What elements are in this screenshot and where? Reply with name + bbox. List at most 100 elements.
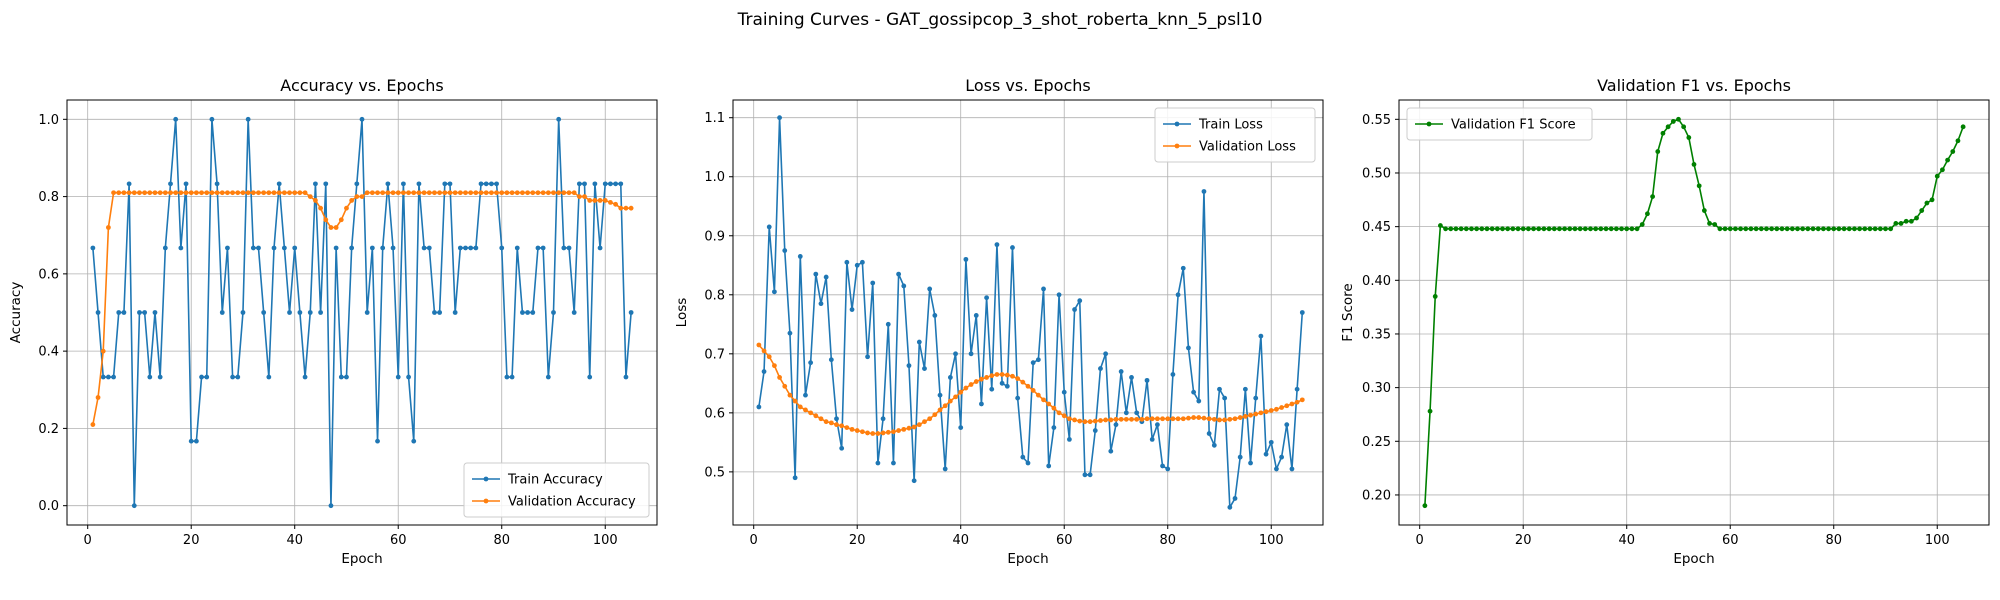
data-point	[1087, 472, 1093, 478]
data-point	[1186, 345, 1191, 351]
data-point	[344, 205, 349, 211]
data-point	[582, 181, 587, 187]
data-point	[999, 372, 1005, 377]
data-point	[535, 245, 541, 251]
data-point	[808, 360, 814, 366]
data-point	[142, 310, 148, 315]
data-point	[354, 181, 360, 187]
data-point	[916, 339, 922, 345]
data-point	[1294, 399, 1300, 405]
data-point	[1960, 124, 1966, 130]
data-point	[901, 283, 907, 289]
x-tick-label: 80	[493, 533, 510, 548]
series-line-1	[1424, 118, 1964, 506]
y-tick-label: 0.9	[704, 229, 725, 244]
data-point	[1531, 226, 1536, 232]
data-point	[875, 460, 881, 466]
data-point	[942, 466, 948, 472]
data-point	[1950, 149, 1956, 154]
data-point	[457, 190, 463, 196]
data-point	[245, 190, 251, 196]
data-point	[271, 190, 277, 196]
data-point	[183, 181, 189, 187]
data-point	[240, 190, 246, 196]
data-point	[613, 181, 618, 187]
data-point	[147, 374, 153, 380]
data-point	[777, 375, 782, 380]
data-point	[1546, 226, 1552, 232]
x-tick-label: 20	[1515, 533, 1532, 548]
data-point	[989, 373, 995, 379]
data-point	[1154, 416, 1160, 422]
data-point	[1041, 397, 1046, 403]
y-tick-label: 0.6	[704, 406, 725, 421]
data-point	[219, 310, 225, 315]
y-axis-label: F1 Score	[1340, 283, 1356, 341]
data-point	[1227, 504, 1233, 510]
data-point	[1940, 167, 1945, 173]
data-point	[1789, 226, 1795, 232]
plot-frame	[732, 99, 1324, 526]
data-point	[761, 348, 767, 354]
y-tick-label: 0.8	[704, 288, 725, 303]
legend-label: Validation Loss	[1199, 140, 1296, 155]
data-point	[1274, 466, 1279, 472]
data-point	[1180, 265, 1186, 271]
data-point	[281, 245, 287, 251]
data-point	[1898, 221, 1904, 226]
data-point	[395, 374, 401, 380]
data-point	[1815, 226, 1821, 232]
data-point	[556, 116, 562, 122]
data-point	[1613, 226, 1619, 232]
legend-swatch-marker	[1174, 121, 1180, 127]
data-point	[1020, 379, 1026, 385]
data-point	[276, 181, 282, 187]
data-point	[875, 431, 881, 436]
data-point	[1489, 226, 1495, 232]
data-point	[1051, 405, 1057, 411]
data-point	[927, 286, 933, 292]
data-point	[823, 419, 829, 425]
data-point	[1129, 375, 1134, 380]
data-point	[1217, 417, 1222, 423]
data-point	[792, 475, 798, 481]
data-point	[1046, 463, 1052, 469]
data-point	[364, 190, 370, 196]
data-point	[979, 376, 984, 382]
data-point	[126, 190, 132, 196]
data-point	[1284, 403, 1290, 409]
legend-box	[1406, 107, 1593, 141]
data-point	[338, 374, 344, 380]
data-point	[1665, 124, 1671, 130]
data-point	[168, 181, 173, 187]
data-point	[1784, 226, 1790, 232]
data-point	[1422, 503, 1428, 509]
legend-swatch-marker	[483, 498, 489, 504]
data-point	[1196, 415, 1202, 420]
data-point	[1149, 416, 1155, 422]
data-point	[380, 190, 386, 196]
data-point	[90, 422, 96, 427]
data-point	[1660, 130, 1666, 136]
data-point	[1831, 226, 1837, 232]
data-point	[230, 190, 236, 196]
data-point	[901, 426, 907, 432]
data-point	[1525, 226, 1531, 232]
data-point	[1015, 395, 1021, 401]
data-point	[556, 190, 562, 196]
data-point	[1051, 425, 1057, 430]
data-point	[777, 115, 782, 121]
data-point	[994, 242, 1000, 248]
data-point	[214, 190, 220, 196]
data-point	[106, 374, 111, 380]
data-point	[463, 190, 468, 196]
data-point	[468, 245, 474, 251]
data-point	[1505, 226, 1511, 232]
data-point	[1092, 418, 1098, 424]
data-point	[1279, 454, 1284, 460]
data-point	[1242, 413, 1248, 419]
data-point	[1903, 218, 1909, 224]
data-point	[338, 217, 344, 223]
data-point	[1733, 226, 1738, 232]
legend-label: Validation F1 Score	[1451, 118, 1576, 133]
